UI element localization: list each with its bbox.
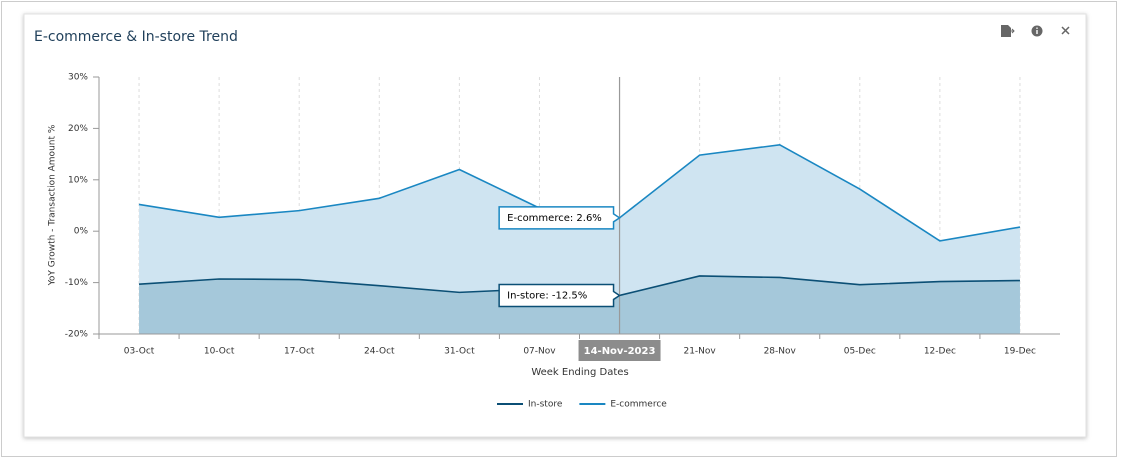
info-icon[interactable] [1031, 25, 1043, 37]
x-tick-label: 05-Dec [844, 347, 876, 357]
y-tick-label: 30% [68, 73, 88, 83]
y-axis-title: YoY Growth - Transaction Amount % [48, 124, 58, 286]
x-tick-label: 14-Nov-2023 [584, 346, 656, 357]
x-tick-label: 19-Dec [1004, 347, 1036, 357]
legend-label: E-commerce [610, 400, 667, 410]
x-tick-label: 07-Nov [523, 347, 556, 357]
x-highlight-box [578, 340, 661, 361]
y-tick-label: -10% [65, 278, 89, 288]
y-tick-label: 0% [74, 227, 89, 237]
x-tick-label: 24-Oct [364, 347, 395, 357]
x-tick-label: 10-Oct [204, 347, 235, 357]
x-axis-title: Week Ending Dates [531, 367, 628, 378]
x-tick-label: 21-Nov [683, 347, 716, 357]
close-icon[interactable] [1061, 26, 1070, 35]
x-tick-label: 17-Oct [284, 347, 315, 357]
tooltip-box [498, 206, 621, 230]
x-tick-label: 03-Oct [124, 347, 155, 357]
legend-label: In-store [528, 400, 563, 410]
x-tick-label: 31-Oct [444, 347, 475, 357]
y-tick-label: -20% [65, 330, 89, 340]
x-tick-label: 12-Dec [924, 347, 956, 357]
tooltip-text: E-commerce: 2.6% [507, 213, 602, 224]
tooltip-box [498, 283, 621, 308]
tooltip-text: In-store: -12.5% [507, 290, 587, 301]
y-tick-label: 10% [68, 175, 88, 185]
chart-title: E-commerce & In-store Trend [34, 29, 238, 45]
export-icon[interactable] [1001, 25, 1015, 37]
x-tick-label: 28-Nov [764, 347, 797, 357]
y-tick-label: 20% [68, 124, 88, 134]
